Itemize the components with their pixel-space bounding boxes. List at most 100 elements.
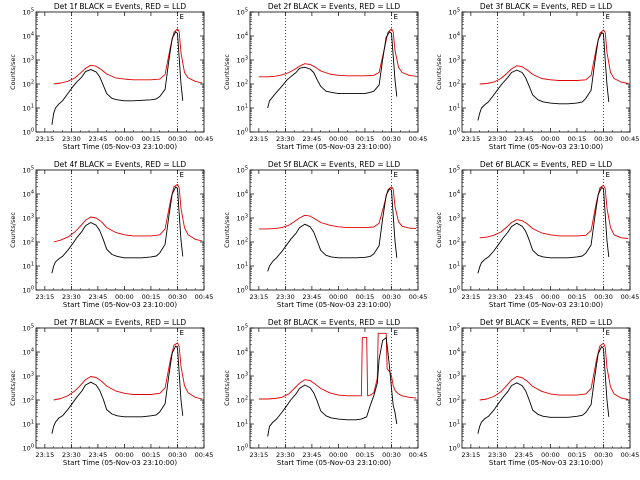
series-line-events — [51, 345, 184, 434]
x-tick-label: 23:30 — [62, 451, 81, 459]
y-tick-label: 102 — [23, 238, 34, 247]
x-tick-label: 23:30 — [488, 135, 507, 143]
y-tick-label: 102 — [237, 238, 248, 247]
detector-panel-4: Det 4f BLACK = Events, RED = LLD 100 101 10… — [9, 160, 213, 309]
x-tick-label: 00:45 — [409, 293, 428, 301]
series-line-lld — [479, 29, 629, 85]
x-tick-label: 00:00 — [329, 135, 348, 143]
plot-frame — [461, 169, 631, 291]
y-tick-label: 104 — [449, 348, 460, 357]
x-tick-label: 00:00 — [115, 135, 134, 143]
x-tick-label: 00:45 — [195, 293, 214, 301]
x-tick-label: 23:45 — [303, 135, 322, 143]
x-axis-label: Start Time (05-Nov-03 23:10:00) — [63, 459, 177, 467]
plot-frame — [461, 327, 631, 449]
panel-title: Det 5f BLACK = Events, RED = LLD — [268, 160, 401, 169]
y-tick-label: 105 — [449, 166, 460, 175]
y-tick-label: 100 — [237, 128, 248, 137]
series-line-lld — [258, 332, 417, 400]
y-tick-label: 105 — [23, 8, 34, 17]
series-line-lld — [53, 183, 203, 243]
y-tick-label: 100 — [449, 286, 460, 295]
x-axis-label: Start Time (05-Nov-03 23:10:00) — [63, 143, 177, 151]
panel-title: Det 4f BLACK = Events, RED = LLD — [54, 160, 187, 169]
detector-panel-9: Det 9f BLACK = Events, RED = LLD 100 101 10… — [435, 318, 639, 467]
y-tick-label: 102 — [449, 80, 460, 89]
x-tick-label: 00:15 — [356, 293, 375, 301]
x-axis-label: Start Time (05-Nov-03 23:10:00) — [489, 459, 603, 467]
x-tick-label: 23:45 — [515, 293, 534, 301]
y-axis-label: Counts/sec — [223, 370, 231, 406]
y-tick-label: 101 — [237, 262, 248, 271]
detector-panel-5: Det 5f BLACK = Events, RED = LLD 100 101 10… — [223, 160, 427, 309]
y-tick-label: 101 — [23, 262, 34, 271]
x-axis-label: Start Time (05-Nov-03 23:10:00) — [489, 301, 603, 309]
x-tick-label: 00:30 — [168, 451, 187, 459]
y-axis-label: Counts/sec — [435, 370, 443, 406]
y-tick-label: 104 — [237, 190, 248, 199]
y-tick-label: 104 — [23, 348, 34, 357]
x-tick-label: 00:00 — [541, 451, 560, 459]
y-tick-label: 105 — [237, 8, 248, 17]
x-tick-label: 23:45 — [89, 135, 108, 143]
x-tick-label: 00:15 — [142, 451, 161, 459]
x-tick-label: 23:30 — [62, 293, 81, 301]
panel-title: Det 7f BLACK = Events, RED = LLD — [54, 318, 187, 327]
marker-label: E — [393, 13, 397, 21]
y-tick-label: 104 — [237, 32, 248, 41]
x-tick-label: 00:30 — [594, 451, 613, 459]
panel-title: Det 8f BLACK = Events, RED = LLD — [268, 318, 401, 327]
x-tick-label: 00:00 — [115, 293, 134, 301]
y-tick-label: 103 — [23, 214, 34, 223]
y-tick-label: 103 — [23, 372, 34, 381]
x-tick-label: 00:00 — [329, 293, 348, 301]
x-tick-label: 00:45 — [621, 293, 640, 301]
series-line-events — [267, 337, 398, 437]
x-tick-label: 23:15 — [249, 135, 268, 143]
x-tick-label: 00:45 — [195, 135, 214, 143]
x-tick-label: 00:00 — [541, 135, 560, 143]
plot-frame — [35, 327, 205, 449]
marker-label: E — [393, 171, 397, 179]
detector-panel-6: Det 6f BLACK = Events, RED = LLD 100 101 10… — [435, 160, 639, 309]
series-line-lld — [479, 184, 629, 239]
x-axis-label: Start Time (05-Nov-03 23:10:00) — [63, 301, 177, 309]
y-tick-label: 100 — [23, 286, 34, 295]
series-line-events — [477, 32, 610, 121]
x-tick-label: 23:15 — [249, 451, 268, 459]
x-tick-label: 00:15 — [142, 293, 161, 301]
y-axis-label: Counts/sec — [223, 212, 231, 248]
x-tick-label: 00:15 — [356, 451, 375, 459]
x-tick-label: 23:45 — [515, 135, 534, 143]
marker-label: E — [605, 171, 609, 179]
detector-panel-7: Det 7f BLACK = Events, RED = LLD 100 101 10… — [9, 318, 213, 467]
panel-title: Det 9f BLACK = Events, RED = LLD — [480, 318, 613, 327]
x-tick-label: 23:30 — [488, 293, 507, 301]
y-tick-label: 101 — [23, 420, 34, 429]
y-tick-label: 101 — [449, 420, 460, 429]
x-tick-label: 00:30 — [594, 135, 613, 143]
y-axis-label: Counts/sec — [9, 370, 17, 406]
y-axis-label: Counts/sec — [435, 212, 443, 248]
x-tick-label: 23:30 — [62, 135, 81, 143]
detector-panel-3: Det 3f BLACK = Events, RED = LLD 100 101 10… — [435, 2, 639, 151]
plot-frame — [461, 11, 631, 133]
y-tick-label: 103 — [23, 56, 34, 65]
x-tick-label: 00:15 — [568, 293, 587, 301]
marker-label: E — [605, 329, 609, 337]
series-line-lld — [53, 342, 203, 401]
y-tick-label: 104 — [23, 190, 34, 199]
y-tick-label: 102 — [23, 396, 34, 405]
x-tick-label: 23:15 — [461, 293, 480, 301]
y-tick-label: 105 — [449, 8, 460, 17]
detector-panel-2: Det 2f BLACK = Events, RED = LLD 100 101 10… — [223, 2, 427, 151]
y-tick-label: 104 — [23, 32, 34, 41]
x-tick-label: 00:15 — [568, 135, 587, 143]
y-tick-label: 103 — [449, 56, 460, 65]
x-tick-label: 23:15 — [35, 451, 54, 459]
plot-frame — [249, 11, 419, 133]
x-tick-label: 00:45 — [621, 135, 640, 143]
y-tick-label: 100 — [237, 286, 248, 295]
marker-label: E — [605, 13, 609, 21]
x-axis-label: Start Time (05-Nov-03 23:10:00) — [277, 301, 391, 309]
